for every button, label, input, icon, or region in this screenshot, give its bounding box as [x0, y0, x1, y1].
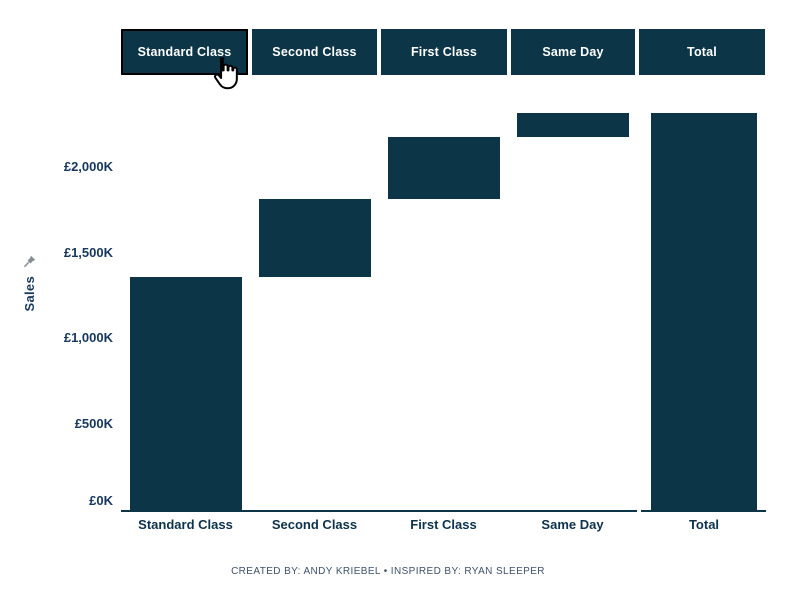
- bar-first-class[interactable]: [387, 136, 500, 199]
- bar-second-class[interactable]: [258, 198, 371, 277]
- bar-same-day[interactable]: [516, 113, 629, 137]
- filter-button-same-day[interactable]: Same Day: [511, 29, 635, 75]
- y-tick-label: £500K: [74, 416, 113, 432]
- pushpin-icon: [22, 254, 37, 274]
- y-tick-label: £0K: [89, 493, 113, 508]
- filter-button-second-class[interactable]: Second Class: [252, 29, 377, 75]
- y-tick-label: £1,000K: [63, 330, 113, 346]
- filter-button-first-class[interactable]: First Class: [381, 29, 507, 75]
- x-axis-line-waterfall-pane: [121, 510, 637, 512]
- y-axis-label: Sales: [21, 276, 37, 312]
- filter-button-standard-class[interactable]: Standard Class: [121, 29, 248, 75]
- category-label-total: Total: [688, 517, 720, 532]
- x-axis-line-total-pane: [641, 510, 766, 512]
- category-label-first-class: First Class: [410, 517, 477, 532]
- y-tick-label: £1,500K: [63, 244, 113, 260]
- y-tick-label: £2,000K: [63, 158, 113, 174]
- category-label-standard-class: Standard Class: [138, 517, 233, 532]
- y-axis-title: Sales: [18, 254, 40, 311]
- category-label-same-day: Same Day: [541, 517, 604, 532]
- filter-button-total[interactable]: Total: [639, 29, 765, 75]
- bar-standard-class[interactable]: [129, 276, 242, 510]
- bar-total[interactable]: [651, 113, 757, 510]
- credit-text: CREATED BY: ANDY KRIEBEL • INSPIRED BY: …: [231, 566, 545, 577]
- category-label-second-class: Second Class: [271, 517, 358, 532]
